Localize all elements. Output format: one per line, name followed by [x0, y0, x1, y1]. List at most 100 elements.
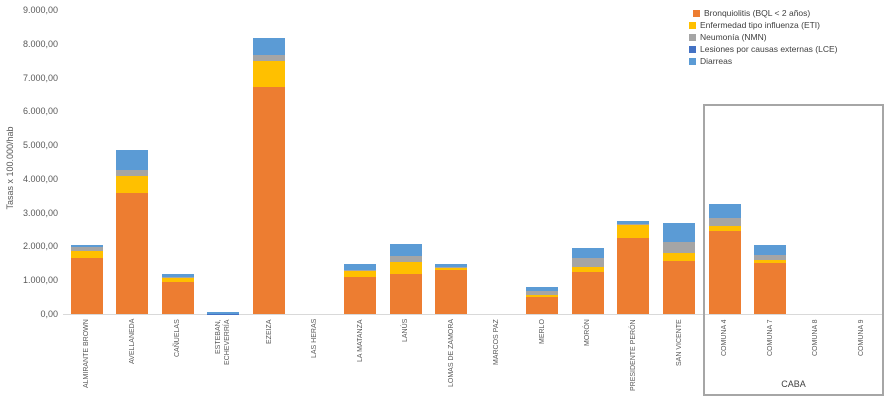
- y-tick-label: 7.000,00: [22, 72, 58, 83]
- bar-segment-nmn: [389, 255, 422, 262]
- bar-almirante-brown: [70, 244, 103, 314]
- bar-presidente-per-n: [617, 221, 650, 314]
- bar-segment-diarreas: [207, 311, 240, 314]
- bar-segment-bql: [571, 272, 604, 314]
- x-axis-label-lan-s: LANÚS: [402, 319, 410, 343]
- bar-comuna-7: [754, 245, 787, 314]
- legend-item-diarreas: Diarreas: [689, 55, 838, 67]
- bar-segment-bql: [344, 276, 377, 314]
- legend-swatch-eti: [689, 21, 696, 29]
- bar-segment-eti: [389, 261, 422, 274]
- bar-avellaneda: [116, 150, 149, 314]
- bar-segment-diarreas: [708, 203, 741, 219]
- bar-segment-diarreas: [161, 274, 194, 277]
- x-axis-label-ezeiza: EZEIZA: [265, 319, 273, 344]
- bar-segment-nmn: [116, 169, 149, 176]
- bar-segment-nmn: [161, 276, 194, 278]
- x-axis-label-presidente-per-n: PRESIDENTE PERÓN: [629, 319, 637, 391]
- legend-item-eti: Enfermedad tipo influenza (ETI): [689, 19, 838, 31]
- bar-segment-nmn: [344, 269, 377, 271]
- bar-segment-diarreas: [116, 150, 149, 170]
- y-tick-label: 9.000,00: [22, 5, 58, 15]
- legend-swatch-diarreas: [689, 57, 696, 65]
- x-axis-label-mor-n: MORÓN: [584, 319, 592, 346]
- x-axis-label-almirante-brown: ALMIRANTE BROWN: [83, 319, 91, 388]
- y-tick-label: 3.000,00: [22, 207, 58, 218]
- x-axis-label-lomas-de-zamora: LOMAS DE ZAMORA: [447, 319, 455, 388]
- bar-ezeiza: [253, 37, 285, 314]
- legend-item-bql: Bronquiolitis (BQL < 2 años): [689, 7, 838, 19]
- y-tick-label: 6.000,00: [22, 106, 58, 117]
- bar-segment-diarreas: [435, 264, 468, 268]
- bar-segment-diarreas: [663, 222, 695, 243]
- bar-segment-nmn: [708, 218, 741, 226]
- bar-segment-eti: [344, 270, 377, 277]
- x-axis-label-avellaneda: AVELLANEDA: [128, 319, 136, 365]
- bar-segment-nmn: [526, 291, 559, 295]
- x-axis-label-ca-uelas: CAÑUELAS: [174, 319, 182, 357]
- y-tick-label: 8.000,00: [22, 38, 58, 49]
- bar-segment-eti: [708, 225, 741, 231]
- bar-segment-nmn: [70, 247, 103, 252]
- bar-mor-n: [571, 248, 604, 314]
- bar-segment-eti: [70, 251, 103, 259]
- y-tick-label: 5.000,00: [22, 140, 58, 151]
- legend-swatch-bql: [693, 9, 700, 17]
- bar-segment-eti: [116, 175, 149, 194]
- legend-item-lce: Lesiones por causas externas (LCE): [689, 43, 838, 55]
- bar-segment-diarreas: [389, 243, 422, 256]
- y-tick-label: 4.000,00: [22, 173, 58, 184]
- x-axis-label-las-heras: LAS HERAS: [311, 319, 319, 359]
- bar-segment-bql: [754, 262, 787, 314]
- bar-segment-bql: [389, 273, 422, 314]
- bar-segment-diarreas: [70, 244, 103, 248]
- legend-label-diarreas: Diarreas: [700, 56, 733, 66]
- bar-segment-diarreas: [617, 221, 650, 225]
- bar-segment-nmn: [617, 224, 650, 225]
- legend-label-nmn: Neumonía (NMN): [700, 32, 767, 42]
- legend-item-nmn: Neumonía (NMN): [689, 31, 838, 43]
- x-axis-label-la-matanza: LA MATANZA: [356, 319, 364, 362]
- bar-segment-diarreas: [571, 248, 604, 258]
- bar-segment-eti: [161, 277, 194, 282]
- bar-segment-bql: [663, 260, 695, 314]
- bar-segment-nmn: [663, 242, 695, 253]
- caba-highlight-box: CABA: [703, 104, 884, 396]
- legend-label-lce: Lesiones por causas externas (LCE): [700, 44, 838, 54]
- bar-segment-bql: [253, 87, 285, 314]
- bar-segment-bql: [708, 230, 741, 314]
- bar-segment-eti: [663, 252, 695, 261]
- bar-segment-diarreas: [253, 37, 285, 55]
- bar-segment-bql: [526, 297, 559, 314]
- bar-segment-eti: [253, 61, 285, 88]
- y-axis-title: Tasas x 100.000/hab: [5, 126, 15, 210]
- legend-swatch-nmn: [689, 33, 696, 41]
- y-tick-label: 0,00: [40, 309, 58, 319]
- bar-segment-diarreas: [526, 286, 559, 292]
- bar-segment-diarreas: [754, 245, 787, 256]
- bar-comuna-4: [708, 203, 741, 314]
- bar-merlo: [526, 286, 559, 314]
- x-axis-label-san-vicente: SAN VICENTE: [675, 319, 683, 366]
- bar-san-vicente: [663, 222, 695, 314]
- x-axis-line: [63, 314, 884, 315]
- bar-segment-bql: [435, 270, 468, 314]
- bar-segment-eti: [754, 259, 787, 263]
- bar-lan-s: [389, 243, 422, 314]
- caba-label: CABA: [781, 379, 806, 389]
- x-axis-label-esteban-echeverr-a: ESTEBAN, ECHEVERRÍA: [215, 319, 232, 365]
- legend: Bronquiolitis (BQL < 2 años) Enfermedad t…: [689, 7, 838, 67]
- bar-segment-eti: [435, 268, 468, 271]
- bar-segment-bql: [70, 258, 103, 314]
- bar-segment-eti: [617, 224, 650, 238]
- x-axis-label-merlo: MERLO: [538, 319, 546, 344]
- bar-esteban-echeverr-a: [207, 311, 240, 314]
- legend-swatch-lce: [689, 45, 696, 53]
- bar-segment-diarreas: [344, 263, 377, 270]
- bar-segment-eti: [526, 294, 559, 298]
- y-tick-label: 2.000,00: [22, 241, 58, 252]
- legend-label-bql: Bronquiolitis (BQL < 2 años): [704, 8, 811, 18]
- bar-segment-eti: [571, 267, 604, 273]
- bar-lomas-de-zamora: [435, 264, 468, 314]
